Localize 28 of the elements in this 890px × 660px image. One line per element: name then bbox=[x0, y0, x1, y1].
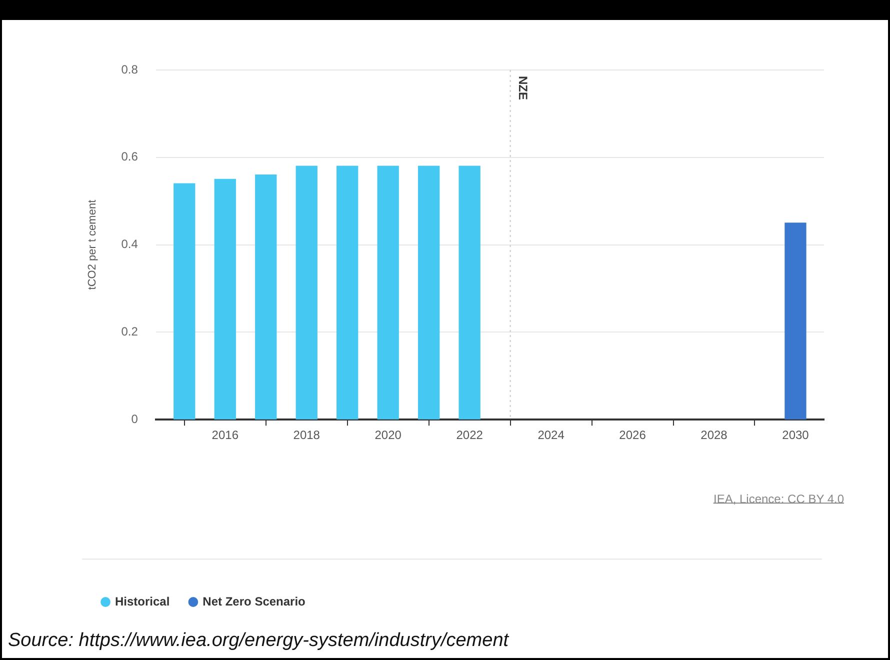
x-tick-label: 2026 bbox=[619, 428, 646, 442]
ref-line-label: NZE bbox=[516, 76, 530, 100]
bar bbox=[458, 166, 480, 420]
y-tick-label: 0 bbox=[131, 412, 138, 426]
x-tick-label: 2020 bbox=[374, 428, 402, 442]
bar bbox=[214, 178, 236, 420]
legend-label: Net Zero Scenario bbox=[202, 594, 306, 608]
y-tick-label: 0.8 bbox=[121, 62, 138, 76]
bar bbox=[784, 222, 806, 420]
x-tick-label: 2018 bbox=[293, 428, 320, 442]
source-note: Source: https://www.iea.org/energy-system/industry/cement bbox=[8, 630, 509, 652]
bar bbox=[296, 166, 318, 420]
bar bbox=[174, 183, 196, 420]
text: IEA, Licence: CC BY 4.0 bbox=[713, 492, 844, 506]
bar bbox=[418, 166, 440, 420]
x-tick-label: 2016 bbox=[212, 428, 239, 442]
y-axis-title: tCO2 per t cement bbox=[86, 200, 99, 290]
x-tick-label: 2030 bbox=[782, 428, 810, 442]
bar bbox=[255, 174, 277, 420]
bar bbox=[336, 166, 358, 420]
y-tick-label: 0.2 bbox=[121, 324, 138, 339]
legend-label: Historical bbox=[115, 594, 170, 608]
bar bbox=[377, 166, 399, 420]
x-tick-label: 2028 bbox=[700, 428, 728, 442]
y-tick-label: 0.6 bbox=[121, 150, 138, 164]
y-tick-label: 0.4 bbox=[121, 237, 138, 252]
x-tick-label: 2022 bbox=[456, 428, 484, 442]
x-tick-label: 2024 bbox=[538, 428, 565, 442]
